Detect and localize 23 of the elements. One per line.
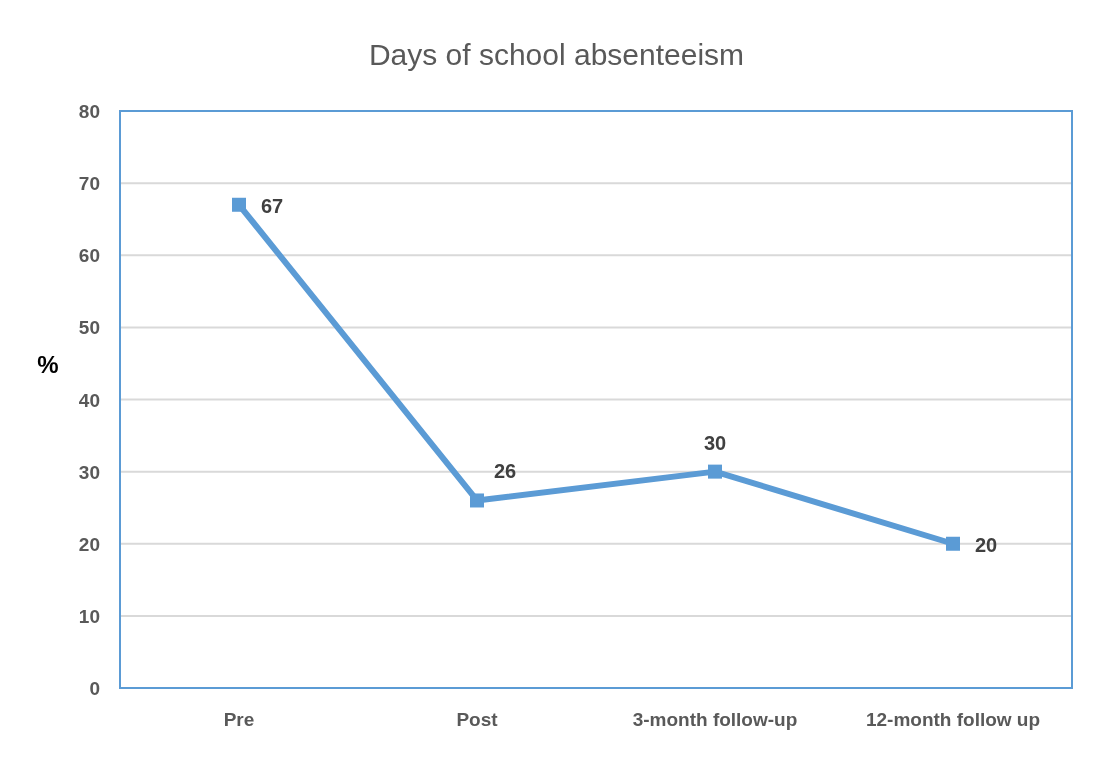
point xyxy=(470,493,484,508)
y-tick-label: 70 xyxy=(78,173,100,195)
y-axis-title: % xyxy=(37,351,59,378)
y-tick-label: 10 xyxy=(78,605,100,627)
y-tick-label: 80 xyxy=(78,101,100,122)
y-tick-label: 50 xyxy=(78,317,100,339)
point xyxy=(232,197,246,212)
data-label: 20 xyxy=(975,533,998,556)
point xyxy=(708,464,722,479)
chart-title: Days of school absenteeism xyxy=(368,38,745,71)
x-tick-label: Pre xyxy=(223,709,255,730)
x-tick-label: 12-month follow up xyxy=(865,709,1041,730)
data-label: 30 xyxy=(703,431,727,454)
y-tick-label: 40 xyxy=(78,389,100,411)
y-tick-label: 30 xyxy=(78,461,100,483)
y-tick-label: 0 xyxy=(89,678,100,699)
y-tick-label: 60 xyxy=(78,245,100,267)
y-tick-label: 20 xyxy=(78,533,100,555)
data-label: 67 xyxy=(261,194,284,217)
data-label: 26 xyxy=(493,460,517,483)
x-tick-label: Post xyxy=(456,709,499,730)
x-tick-label: 3-month follow-up xyxy=(632,709,798,730)
point xyxy=(946,536,960,551)
